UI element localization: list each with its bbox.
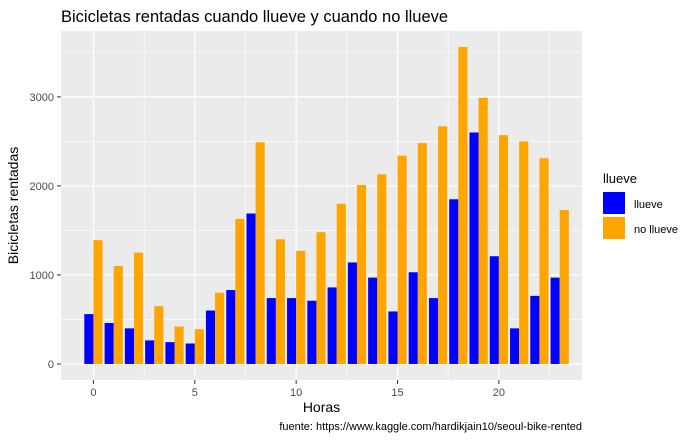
bar-llueve-h20 — [489, 256, 499, 364]
bar-no-llueve-h8 — [255, 142, 265, 364]
x-tick-label: 0 — [90, 387, 96, 399]
legend-label-no-llueve: no llueve — [634, 224, 678, 236]
bar-no-llueve-h13 — [356, 185, 367, 364]
bar-llueve-h10 — [287, 298, 297, 364]
bar-llueve-h18 — [449, 199, 459, 364]
bar-llueve-h11 — [307, 300, 317, 364]
bar-llueve-h4 — [165, 342, 175, 364]
bar-no-llueve-h11 — [316, 232, 326, 364]
legend-swatch-no-llueve — [603, 217, 625, 239]
bar-no-llueve-h16 — [417, 143, 427, 364]
bar-no-llueve-h7 — [235, 218, 245, 364]
bar-no-llueve-h5 — [194, 329, 204, 364]
bar-llueve-h7 — [226, 290, 236, 364]
legend-label-llueve: llueve — [634, 199, 663, 211]
y-axis: 0 1000 2000 3000 — [30, 92, 61, 371]
x-axis-label: Horas — [303, 399, 340, 415]
x-tick-label: 10 — [290, 387, 302, 399]
bar-llueve-h5 — [185, 343, 195, 364]
bar-llueve-h12 — [327, 287, 337, 364]
bar-no-llueve-h19 — [478, 97, 488, 364]
bar-no-llueve-h6 — [215, 292, 225, 364]
x-tick-label: 20 — [493, 387, 505, 399]
x-tick-label: 5 — [192, 387, 198, 399]
bar-llueve-h9 — [266, 298, 276, 364]
legend-title: llueve — [603, 171, 637, 186]
bar-no-llueve-h3 — [154, 306, 164, 364]
bar-no-llueve-h0 — [93, 240, 103, 364]
caption: fuente: https://www.kaggle.com/hardikjai… — [279, 421, 582, 433]
bar-llueve-h15 — [388, 311, 398, 364]
bar-no-llueve-h12 — [336, 203, 346, 364]
bar-llueve-h3 — [145, 340, 155, 364]
bar-llueve-h19 — [469, 132, 479, 364]
x-tick-label: 15 — [391, 387, 403, 399]
legend: llueve llueve no llueve — [603, 171, 678, 239]
bar-llueve-h14 — [368, 277, 378, 364]
bar-no-llueve-h18 — [458, 47, 468, 364]
bar-llueve-h22 — [530, 295, 540, 364]
bar-llueve-h6 — [205, 310, 216, 364]
bar-no-llueve-h14 — [377, 174, 387, 364]
y-axis-label: Bicicletas rentadas — [5, 147, 21, 265]
bar-llueve-h0 — [84, 314, 94, 364]
bar-no-llueve-h2 — [133, 252, 144, 364]
bar-llueve-h2 — [124, 328, 134, 364]
bar-no-llueve-h23 — [559, 209, 569, 364]
bar-llueve-h17 — [428, 298, 439, 364]
y-tick-label: 3000 — [30, 92, 54, 104]
bar-llueve-h16 — [408, 272, 418, 364]
bar-no-llueve-h15 — [397, 155, 407, 364]
chart-title: Bicicletas rentadas cuando llueve y cuan… — [61, 8, 448, 26]
legend-swatch-llueve — [603, 192, 625, 214]
bar-llueve-h23 — [550, 277, 560, 364]
bar-no-llueve-h17 — [438, 126, 448, 364]
y-tick-label: 0 — [48, 359, 54, 371]
y-tick-label: 2000 — [30, 181, 54, 193]
grid-minor — [61, 31, 582, 380]
bar-no-llueve-h21 — [519, 141, 529, 364]
bar-no-llueve-h22 — [539, 158, 549, 364]
bar-no-llueve-h4 — [174, 326, 184, 364]
bar-llueve-h13 — [347, 262, 357, 364]
bar-no-llueve-h1 — [113, 266, 123, 364]
bar-no-llueve-h10 — [296, 250, 306, 364]
bar-no-llueve-h9 — [275, 239, 286, 364]
y-tick-label: 1000 — [30, 270, 54, 282]
bar-no-llueve-h20 — [498, 135, 509, 364]
bars — [84, 47, 569, 364]
bar-llueve-h1 — [104, 323, 114, 364]
x-axis: 0 5 10 15 20 — [90, 380, 505, 399]
bar-llueve-h21 — [510, 328, 520, 364]
bar-llueve-h8 — [246, 213, 256, 364]
